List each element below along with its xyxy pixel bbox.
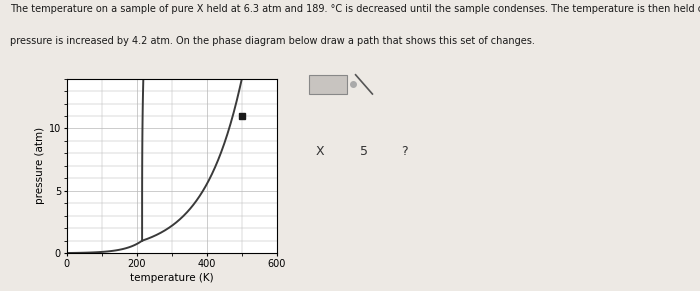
Text: The temperature on a sample of pure X held at 6.3 atm and 189. °C is decreased u: The temperature on a sample of pure X he… <box>10 4 700 14</box>
X-axis label: temperature (K): temperature (K) <box>130 273 214 283</box>
Text: ?: ? <box>401 145 407 158</box>
Text: X: X <box>316 145 324 158</box>
Bar <box>309 75 347 94</box>
Y-axis label: pressure (atm): pressure (atm) <box>34 127 45 205</box>
Text: 5: 5 <box>360 145 368 158</box>
Text: pressure is increased by 4.2 atm. On the phase diagram below draw a path that sh: pressure is increased by 4.2 atm. On the… <box>10 36 536 46</box>
